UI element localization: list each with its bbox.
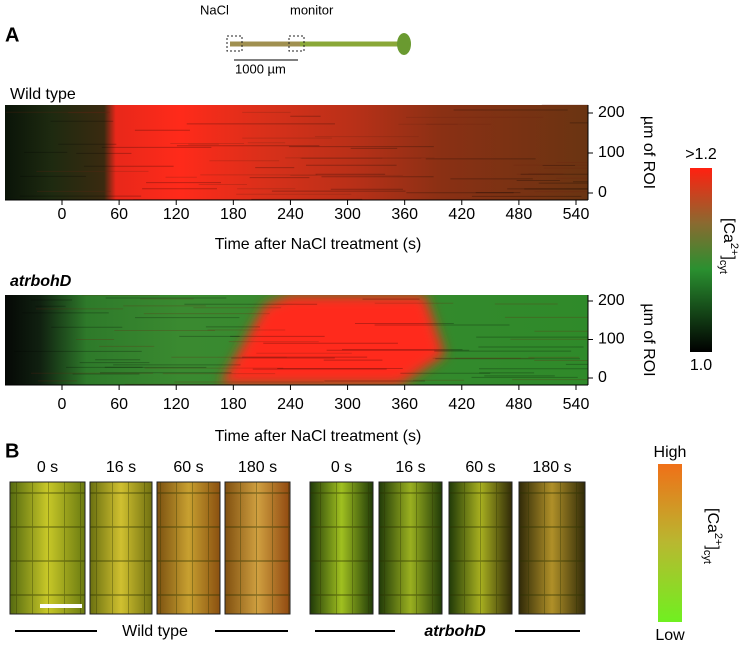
color-bar-max: High [654,444,687,461]
color-bar-min: 1.0 [690,357,712,374]
group-label: Wild type [122,623,188,640]
color-bar [690,168,712,352]
texture [14,295,588,385]
texture [5,104,588,201]
y-tick-label: 200 [598,104,625,121]
y-axis-title: µm of ROI [640,303,657,376]
label-sub: cyt [717,260,729,274]
cell-pattern [225,482,290,614]
time-label: 16 s [106,459,136,476]
x-tick-label: 300 [334,396,361,413]
y-tick-label: 0 [598,369,607,386]
label-sub: cyt [701,550,713,564]
label-sup: 2+ [712,533,724,546]
y-tick-label: 100 [598,144,625,161]
cell-pattern [519,482,585,614]
cell-pattern [310,482,373,614]
color-bar-max: >1.2 [685,146,717,163]
x-tick-label: 360 [391,206,418,223]
time-label: 16 s [395,459,425,476]
x-tick-label: 0 [58,206,67,223]
group-label: atrbohD [424,623,486,640]
x-tick-label: 60 [110,396,128,413]
x-tick-label: 360 [391,396,418,413]
label-text: ] [704,545,721,549]
kymograph [5,295,588,385]
y-tick-label: 100 [598,331,625,348]
x-tick-label: 0 [58,396,67,413]
cell-pattern [90,482,152,614]
x-tick-label: 180 [220,396,247,413]
panel-label: B [5,440,19,462]
stimulus-label: NaCl [200,2,229,17]
time-label: 180 s [532,459,571,476]
cell-pattern [449,482,512,614]
x-tick-label: 480 [506,396,533,413]
kymograph-title: Wild type [10,86,76,103]
y-axis-title: µm of ROI [640,116,657,189]
x-tick-label: 120 [163,396,190,413]
panel-label: A [5,24,19,46]
time-label: 0 s [331,459,352,476]
x-tick-label: 60 [110,206,128,223]
monitor-label: monitor [290,2,334,17]
micrographs: 0 s 16 s 60 s 180 s 0 s 16 s 60 s 180 s [9,459,586,615]
color-bar-title: [Ca2+]cyt [717,218,740,274]
y-tick-label: 200 [598,292,625,309]
kymograph [5,105,588,200]
x-tick-label: 240 [277,206,304,223]
x-tick-label: 480 [506,206,533,223]
x-axis-title: Time after NaCl treatment (s) [215,428,422,445]
x-tick-label: 240 [277,396,304,413]
roi-box [288,35,305,52]
x-tick-label: 180 [220,206,247,223]
time-label: 60 s [465,459,495,476]
scale-bar-label: 1000 µm [235,61,286,76]
time-label: 0 s [37,459,58,476]
cell-pattern [157,482,220,614]
x-axis-title: Time after NaCl treatment (s) [215,236,422,253]
x-tick-label: 120 [163,206,190,223]
kymograph-title: atrbohD [10,273,72,290]
label-sup: 2+ [728,243,740,256]
calcium-wave [220,295,445,385]
color-bar [658,464,682,622]
x-tick-label: 420 [448,396,475,413]
color-bar-min: Low [655,627,685,644]
x-tick-label: 540 [563,396,590,413]
label-text: [Ca [720,218,737,243]
cell-pattern [10,482,85,614]
label-text: [Ca [704,508,721,533]
y-tick-label: 0 [598,184,607,201]
root-tip [397,33,411,55]
label-text: ] [720,255,737,259]
time-label: 180 s [238,459,277,476]
cell-pattern [379,482,442,614]
roi-box [226,35,243,52]
x-tick-label: 420 [448,206,475,223]
color-bar-title: [Ca2+]cyt [701,508,724,564]
time-label: 60 s [173,459,203,476]
x-tick-label: 540 [563,206,590,223]
x-tick-label: 300 [334,206,361,223]
